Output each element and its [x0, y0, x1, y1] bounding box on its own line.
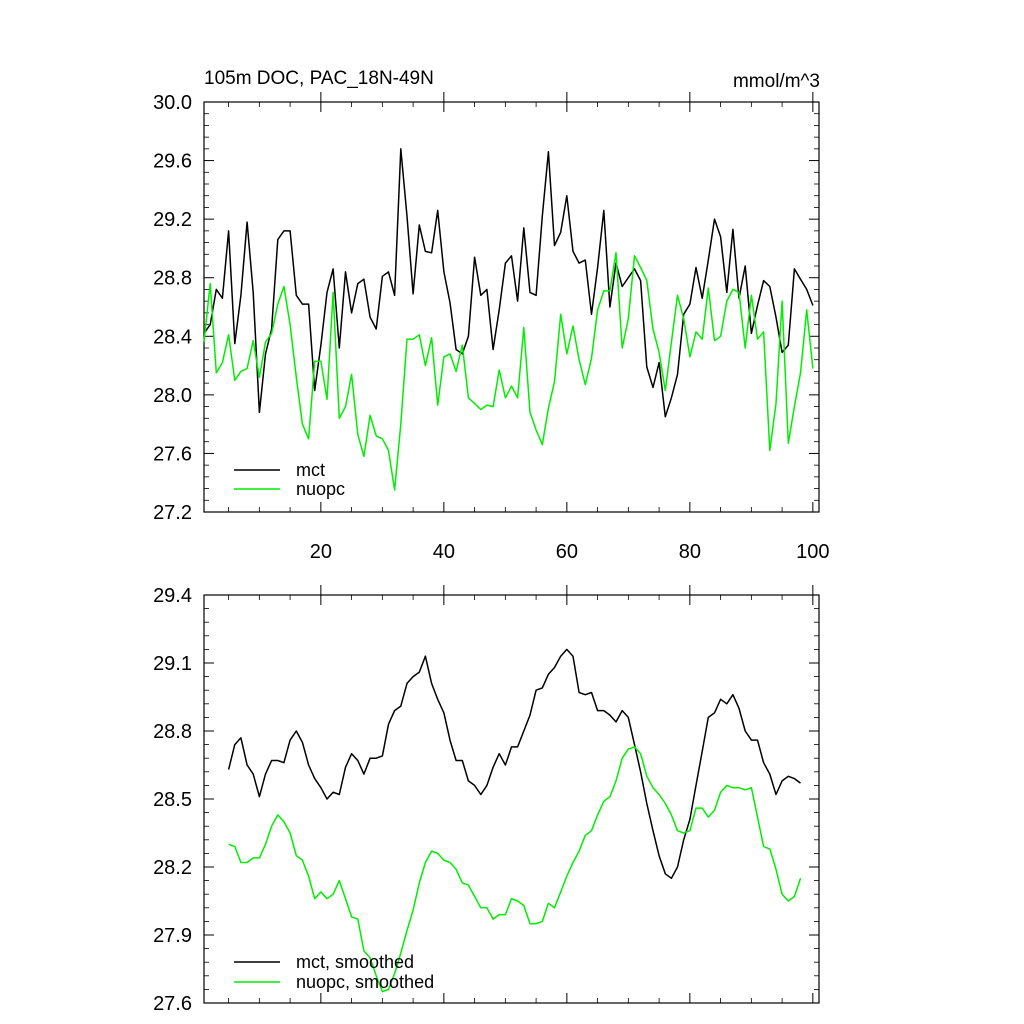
top-series-line-mct [203, 148, 814, 418]
top-chart-title: 105m DOC, PAC_18N-49N [204, 68, 434, 89]
y-tick-label: 28.2 [153, 857, 192, 879]
y-tick-label: 27.9 [153, 925, 192, 947]
bottom-plot-area [203, 594, 820, 1004]
bottom-chart-panel: 27.6 27.9 28.2 28.5 28.8 29.1 29.4 mct, smooth… [153, 585, 820, 1015]
top-legend: mct nuopc [234, 460, 345, 499]
legend-label-mct-smoothed: mct, smoothed [296, 952, 414, 972]
x-tick-label: 40 [433, 541, 455, 563]
top-chart-panel: 105m DOC, PAC_18N-49N mmol/m^3 27.227.62… [153, 68, 829, 563]
y-tick-label: 27.2 [153, 502, 192, 524]
bottom-series-line-mct-smoothed [227, 648, 801, 880]
y-tick-label: 30.0 [153, 92, 192, 114]
y-tick-label: 29.4 [153, 585, 192, 607]
top-series-line-nuopc [203, 252, 814, 491]
y-tick-label: 29.6 [153, 151, 192, 173]
top-axis-ticks: 27.2 27.6 28.0 28.4 28.8 29.2 29.6 30.0 20 40 60 80… [153, 92, 830, 563]
top-plot-area [203, 101, 820, 513]
bottom-series-line-nuopc-smoothed [228, 746, 802, 993]
legend-label-nuopc-smoothed: nuopc, smoothed [296, 972, 434, 992]
y-tick-label: 28.5 [153, 789, 192, 811]
y-tick-label: 27.6 [153, 443, 192, 465]
y-tick-label: 29.2 [153, 209, 192, 231]
x-tick-label: 100 [796, 541, 829, 563]
y-tick-label: 28.8 [153, 721, 192, 743]
bottom-series-lines [227, 648, 802, 993]
x-tick-label: 60 [556, 541, 578, 563]
top-series-lines [203, 148, 814, 491]
bottom-axis-ticks: 27.6 27.9 28.2 28.5 28.8 29.1 29.4 [153, 585, 819, 1015]
y-tick-label: 27.6 [153, 993, 192, 1015]
legend-label-nuopc: nuopc [296, 479, 345, 499]
y-tick-label: 29.1 [153, 653, 192, 675]
bottom-legend: mct, smoothed nuopc, smoothed [234, 952, 434, 992]
y-tick-label: 28.0 [153, 385, 192, 407]
legend-label-mct: mct [296, 460, 325, 480]
x-tick-label: 80 [679, 541, 701, 563]
y-tick-label: 28.4 [153, 326, 192, 348]
y-tick-label: 28.8 [153, 268, 192, 290]
top-chart-units: mmol/m^3 [733, 71, 820, 92]
x-tick-label: 20 [310, 541, 332, 563]
